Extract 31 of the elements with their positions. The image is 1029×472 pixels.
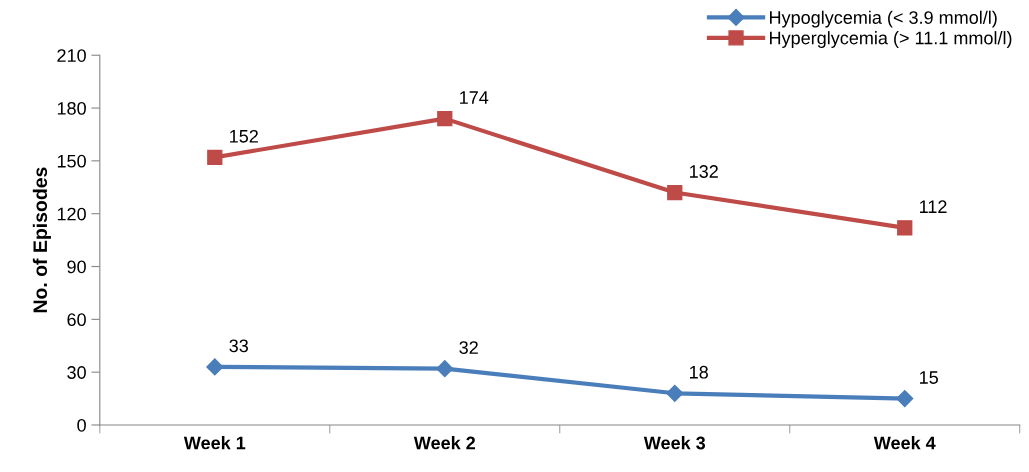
data-label: 112 bbox=[920, 200, 947, 213]
data-label: 33 bbox=[229, 339, 248, 353]
y-tick-label: 210 bbox=[57, 49, 86, 62]
y-tick-label: 90 bbox=[67, 260, 86, 274]
x-tick-label: Week 4 bbox=[873, 436, 936, 450]
point bbox=[897, 220, 913, 236]
point bbox=[206, 358, 224, 376]
point bbox=[896, 390, 914, 408]
legend-label: Hypoglycemia (< 3.9 mmol/l) bbox=[770, 10, 997, 28]
y-tick-label: 180 bbox=[57, 101, 86, 115]
y-tick-label: 60 bbox=[67, 313, 86, 327]
x-tick-label: Week 2 bbox=[413, 436, 476, 450]
x-tick-label: Week 1 bbox=[183, 436, 246, 450]
data-label: 132 bbox=[690, 165, 718, 178]
y-tick-label: 0 bbox=[77, 418, 86, 432]
data-label: 32 bbox=[459, 341, 478, 354]
y-tick-label: 30 bbox=[67, 366, 86, 379]
data-label: 15 bbox=[920, 371, 938, 384]
point bbox=[666, 384, 684, 402]
data-label: 174 bbox=[460, 91, 489, 104]
point bbox=[436, 360, 454, 378]
y-tick-label: 150 bbox=[57, 154, 86, 168]
point bbox=[667, 184, 683, 201]
y-axis-title: No. of Episodes bbox=[32, 167, 51, 313]
data-label: 18 bbox=[690, 365, 708, 379]
legend-label: Hyperglycemia (> 11.1 mmol/l) bbox=[770, 31, 1012, 48]
point bbox=[207, 149, 223, 165]
data-label: 152 bbox=[230, 129, 258, 143]
x-tick-label: Week 3 bbox=[643, 436, 706, 450]
y-tick-label: 120 bbox=[57, 207, 86, 221]
point bbox=[437, 110, 453, 127]
